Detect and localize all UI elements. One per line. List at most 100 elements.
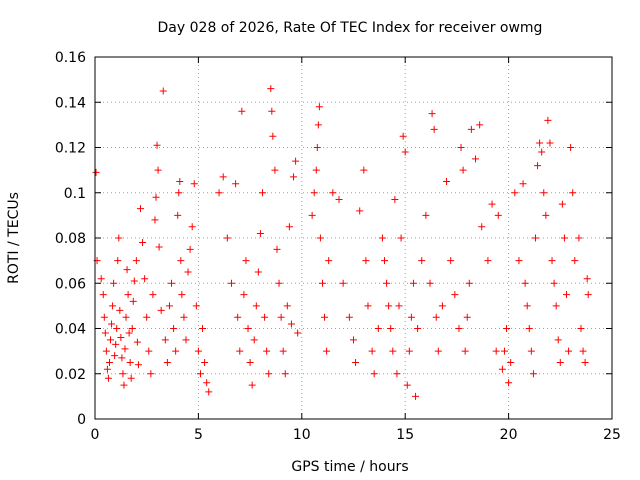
data-point bbox=[234, 313, 242, 321]
data-point bbox=[165, 302, 173, 310]
data-point bbox=[161, 336, 169, 344]
data-point bbox=[102, 347, 110, 355]
data-point bbox=[455, 325, 463, 332]
data-point bbox=[391, 196, 399, 204]
data-point bbox=[244, 325, 252, 332]
data-point bbox=[459, 166, 467, 174]
data-point bbox=[345, 313, 353, 321]
data-point bbox=[538, 148, 546, 156]
data-point bbox=[571, 257, 579, 265]
y-tick-label: 0.02 bbox=[55, 367, 86, 383]
data-point bbox=[112, 340, 120, 348]
data-point bbox=[121, 345, 129, 353]
data-point bbox=[451, 291, 459, 299]
data-point bbox=[575, 234, 583, 242]
data-point bbox=[519, 180, 527, 188]
data-point bbox=[196, 370, 204, 378]
data-point bbox=[238, 107, 246, 115]
data-point bbox=[318, 279, 326, 287]
data-point bbox=[184, 268, 192, 276]
data-point bbox=[393, 370, 401, 378]
data-point bbox=[556, 358, 564, 366]
data-point bbox=[110, 279, 118, 287]
data-point bbox=[525, 325, 533, 332]
data-point bbox=[115, 234, 123, 242]
data-point bbox=[153, 141, 161, 149]
data-point bbox=[275, 279, 283, 287]
data-point bbox=[552, 302, 560, 310]
data-point bbox=[117, 334, 125, 342]
data-point bbox=[287, 320, 295, 328]
y-tick-label: 0.1 bbox=[64, 186, 86, 202]
data-point bbox=[443, 177, 451, 185]
data-point bbox=[579, 347, 587, 355]
data-point bbox=[271, 166, 279, 174]
x-tick-label: 0 bbox=[91, 427, 100, 443]
data-point bbox=[465, 279, 473, 287]
data-point bbox=[188, 223, 196, 231]
data-point bbox=[109, 302, 117, 310]
data-point bbox=[103, 365, 111, 373]
data-point bbox=[397, 234, 405, 242]
data-point bbox=[124, 291, 132, 299]
data-point bbox=[457, 144, 465, 151]
data-point bbox=[414, 325, 422, 332]
data-point bbox=[484, 257, 492, 265]
data-point bbox=[374, 325, 382, 332]
data-points bbox=[92, 85, 592, 400]
data-point bbox=[199, 325, 207, 332]
x-tick-label: 20 bbox=[500, 427, 518, 443]
data-point bbox=[104, 374, 112, 382]
data-point bbox=[310, 189, 318, 197]
data-point bbox=[126, 358, 134, 366]
data-point bbox=[321, 313, 329, 321]
data-point bbox=[227, 279, 235, 287]
data-point bbox=[177, 257, 185, 265]
data-point bbox=[581, 358, 589, 366]
data-point bbox=[478, 223, 486, 231]
data-point bbox=[350, 336, 357, 344]
data-point bbox=[511, 189, 519, 197]
data-point bbox=[523, 302, 531, 310]
data-point bbox=[163, 358, 171, 366]
data-point bbox=[128, 325, 136, 332]
y-tick-label: 0.04 bbox=[55, 322, 86, 338]
data-point bbox=[383, 279, 391, 287]
data-point bbox=[542, 211, 550, 219]
data-point bbox=[584, 291, 592, 299]
data-point bbox=[323, 347, 331, 355]
data-point bbox=[558, 200, 566, 208]
data-point bbox=[312, 166, 320, 174]
y-tick-label: 0.08 bbox=[55, 231, 86, 247]
data-point bbox=[387, 325, 395, 332]
data-point bbox=[205, 388, 213, 396]
data-point bbox=[399, 132, 407, 140]
data-point bbox=[505, 379, 513, 387]
data-point bbox=[92, 168, 100, 176]
data-point bbox=[544, 116, 552, 124]
data-point bbox=[279, 347, 287, 355]
data-point bbox=[116, 306, 124, 314]
data-point bbox=[118, 354, 126, 362]
data-point bbox=[403, 381, 411, 389]
data-point bbox=[290, 173, 298, 181]
grid-lines bbox=[95, 57, 612, 419]
data-point bbox=[527, 347, 535, 355]
data-point bbox=[139, 239, 147, 247]
data-point bbox=[368, 347, 376, 355]
data-point bbox=[563, 291, 571, 299]
y-tick-label: 0.12 bbox=[55, 141, 86, 157]
data-point bbox=[108, 320, 116, 328]
data-point bbox=[370, 370, 378, 378]
y-axis-label: ROTI / TECUs bbox=[6, 192, 22, 284]
data-point bbox=[531, 234, 539, 242]
data-point bbox=[111, 352, 119, 360]
data-point bbox=[155, 243, 163, 251]
data-point bbox=[120, 381, 128, 389]
data-point bbox=[186, 245, 194, 253]
data-point bbox=[256, 229, 264, 237]
data-point bbox=[219, 173, 227, 181]
data-point bbox=[119, 370, 127, 378]
data-point bbox=[176, 177, 184, 185]
data-point bbox=[569, 189, 577, 197]
